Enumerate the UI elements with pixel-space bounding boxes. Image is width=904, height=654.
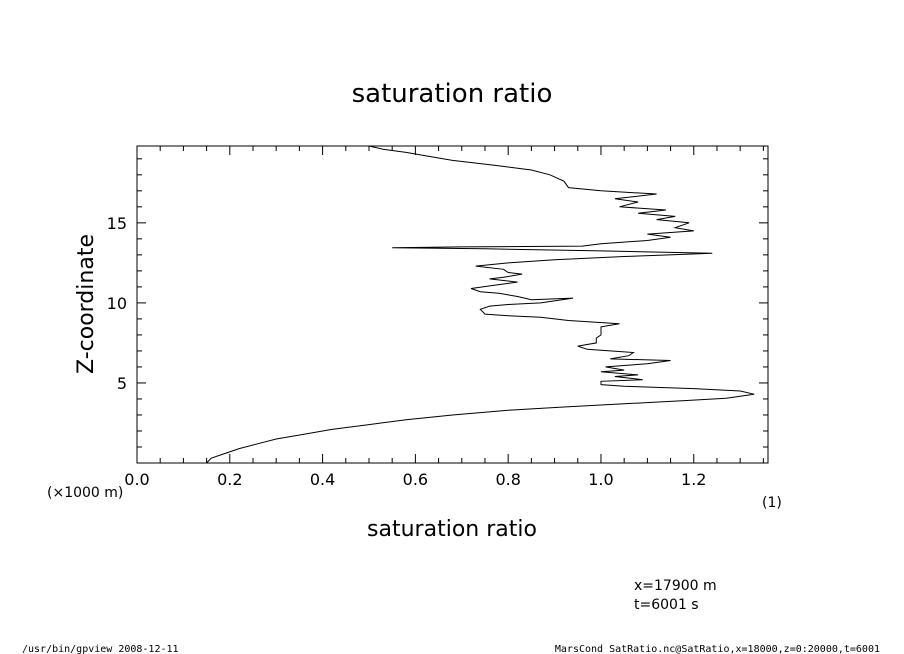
x-tick-labels: 0.0 0.2 0.4 0.6 0.8 1.0 1.2 [124,470,706,489]
y-tick-label: 10 [107,294,127,313]
plot-frame [136,145,769,464]
annotation-x: x=17900 m [634,578,717,594]
y-scale-note: (×1000 m) [47,485,123,501]
series-line-saturation-ratio [206,145,755,464]
y-tick-marks [137,222,768,384]
y-axis-label: Z-coordinate [74,234,99,374]
x-tick-label: 0.4 [310,470,335,489]
minor-ticks [137,146,768,463]
x-tick-marks [136,146,695,463]
plot-area [136,145,769,464]
x-tick-label: 0.0 [124,470,149,489]
x-tick-label: 1.0 [588,470,613,489]
x-unit-note: (1) [762,495,782,511]
footer-right: MarsCond_SatRatio.nc@SatRatio,x=18000,z=… [555,644,880,654]
chart-title: saturation ratio [352,79,553,109]
y-tick-label: 5 [117,374,127,393]
footer-left: /usr/bin/gpview 2008-12-11 [22,644,179,654]
x-axis-label: saturation ratio [367,517,537,542]
x-tick-label: 1.2 [681,470,706,489]
x-tick-label: 0.2 [217,470,242,489]
annotation-t: t=6001 s [634,597,699,613]
y-tick-label: 15 [107,214,127,233]
x-tick-label: 0.6 [403,470,428,489]
y-tick-labels: 5 10 15 [107,214,127,393]
x-tick-label: 0.8 [495,470,520,489]
